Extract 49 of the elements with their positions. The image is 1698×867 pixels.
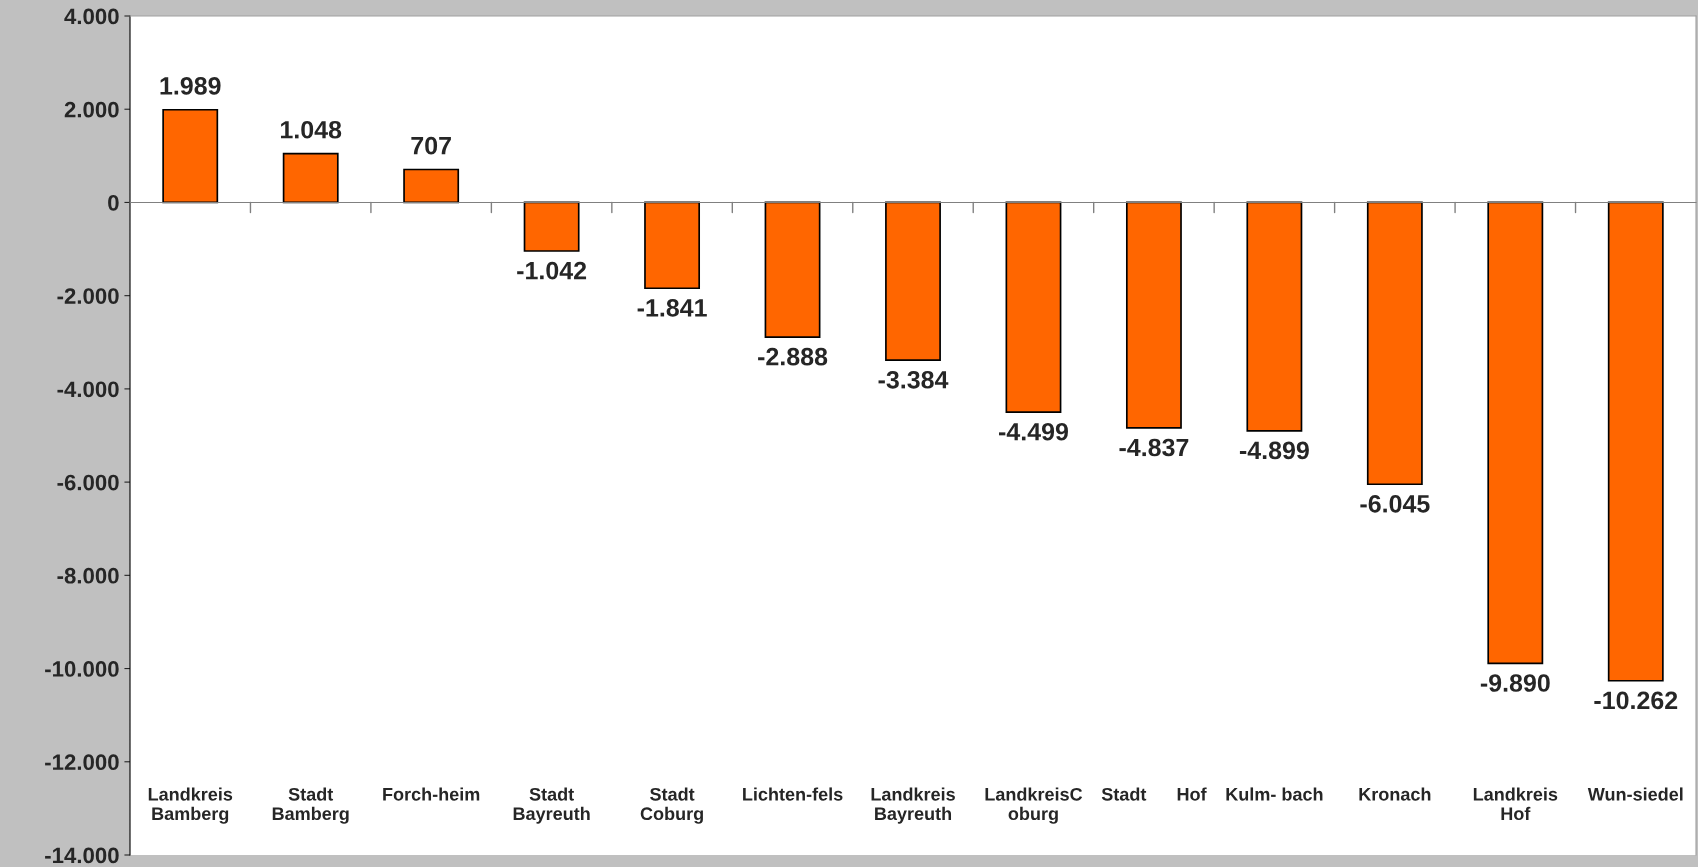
y-tick-label: -8.000 xyxy=(57,567,119,584)
data-label: -1.841 xyxy=(637,298,707,317)
data-label: -3.384 xyxy=(878,370,949,389)
x-tick-label: Stadt Hof xyxy=(1101,787,1207,801)
y-tick-label: -10.000 xyxy=(45,661,119,677)
x-tick-label: Forch-heim xyxy=(383,787,480,801)
x-tick-label: Landkreis Hof xyxy=(1473,787,1558,821)
data-label: -10.262 xyxy=(1594,691,1678,710)
x-tick-label: Landkreis Bamberg xyxy=(148,787,233,824)
y-tick-label: -14.000 xyxy=(45,847,119,864)
bar xyxy=(885,201,941,362)
data-label: 1.048 xyxy=(280,120,342,139)
y-tick-label: -12.000 xyxy=(45,754,119,771)
y-tick-label: -6.000 xyxy=(57,474,119,491)
data-label: -4.499 xyxy=(999,422,1068,441)
x-tick-label: Kulm- bach xyxy=(1226,787,1323,801)
data-label: -9.890 xyxy=(1480,674,1550,692)
data-label: 1.989 xyxy=(160,77,221,95)
y-tick-label: 0 xyxy=(108,194,119,211)
bar xyxy=(162,108,219,204)
data-label: -4.837 xyxy=(1119,438,1189,457)
bar xyxy=(1005,201,1062,413)
bar xyxy=(1487,201,1544,665)
data-label: 707 xyxy=(411,136,451,155)
x-tick-label: Kronach xyxy=(1359,787,1431,801)
data-label: -2.888 xyxy=(758,347,828,366)
bar xyxy=(764,201,821,338)
y-tick-label: -4.000 xyxy=(57,381,119,398)
bar xyxy=(523,201,580,252)
bar xyxy=(1366,201,1423,486)
bar xyxy=(1246,201,1303,432)
x-tick-label: Landkreis Bayreuth xyxy=(871,787,955,824)
bar xyxy=(1125,201,1182,429)
x-tick-label: Stadt Bayreuth xyxy=(513,787,590,824)
x-tick-label: Stadt Coburg xyxy=(640,787,703,824)
data-label: -6.045 xyxy=(1360,494,1430,513)
data-label: -4.899 xyxy=(1239,441,1309,460)
x-tick-label: LandkreisC oburg xyxy=(985,787,1083,824)
x-tick-label: Stadt Bamberg xyxy=(272,787,349,824)
x-tick-label: Wun-siedel xyxy=(1587,787,1683,801)
bar xyxy=(282,152,339,204)
y-tick-label: -2.000 xyxy=(57,288,119,304)
x-tick-label: Lichten-fels xyxy=(743,787,843,801)
bar xyxy=(403,168,460,204)
bar xyxy=(1607,201,1664,682)
data-label: -1.042 xyxy=(517,261,587,280)
bar xyxy=(644,201,701,290)
y-tick-label: 2.000 xyxy=(64,101,119,118)
y-tick-label: 4.000 xyxy=(64,8,119,25)
